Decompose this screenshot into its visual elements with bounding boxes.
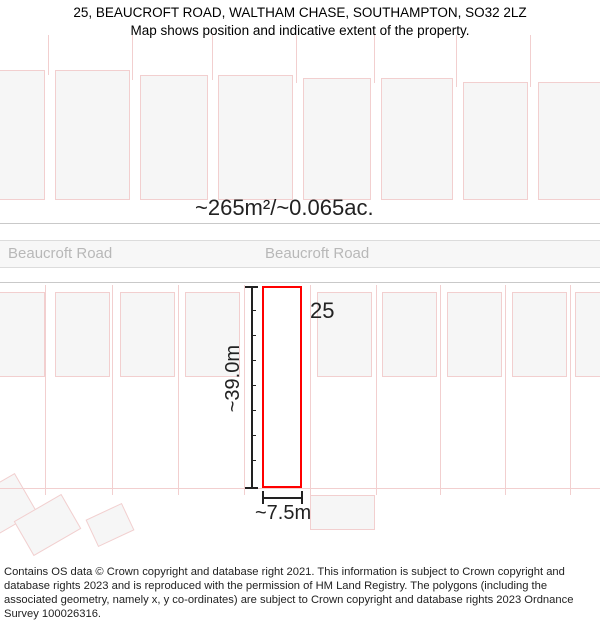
building-top (303, 78, 371, 200)
plot-boundary (132, 35, 133, 80)
v-tick (251, 360, 256, 361)
highlighted-property (262, 286, 302, 488)
v-measure-top-tick (245, 286, 258, 288)
building-top (0, 70, 45, 200)
plot-boundary (212, 35, 213, 80)
building-bottom (447, 292, 502, 377)
building-top (381, 78, 453, 200)
v-tick (251, 335, 256, 336)
subtitle-line: Map shows position and indicative extent… (0, 22, 600, 40)
plot-boundary (112, 285, 113, 495)
header: 25, BEAUCROFT ROAD, WALTHAM CHASE, SOUTH… (0, 0, 600, 39)
height-dimension-label: ~39.0m (222, 345, 245, 412)
road-label-right: Beaucroft Road (265, 245, 369, 262)
footer-copyright: Contains OS data © Crown copyright and d… (4, 565, 596, 621)
building-bottom (0, 292, 45, 377)
property-number: 25 (310, 298, 334, 324)
diag-building (86, 503, 135, 547)
v-measure-bot-tick (245, 487, 258, 489)
building-bottom (55, 292, 110, 377)
building-top (55, 70, 130, 200)
building-bottom (512, 292, 567, 377)
v-tick (251, 410, 256, 411)
plot-boundary (0, 488, 600, 489)
road-label-left: Beaucroft Road (8, 245, 112, 262)
plot-boundary (440, 285, 441, 495)
h-measure-bar (262, 497, 302, 499)
v-tick (251, 460, 256, 461)
building-bottom (382, 292, 437, 377)
v-tick (251, 310, 256, 311)
plot-boundary (456, 35, 457, 87)
address-line: 25, BEAUCROFT ROAD, WALTHAM CHASE, SOUTH… (0, 4, 600, 22)
area-label: ~265m²/~0.065ac. (195, 195, 374, 221)
plot-boundary (45, 285, 46, 495)
building-top (218, 75, 293, 200)
plot-boundary (296, 35, 297, 83)
plot-boundary (505, 285, 506, 495)
building-bottom (575, 292, 600, 377)
plot-boundary (530, 35, 531, 87)
building-top (463, 82, 528, 200)
v-tick (251, 385, 256, 386)
building-top (538, 82, 600, 200)
building-bottom (120, 292, 175, 377)
width-dimension-label: ~7.5m (255, 502, 311, 525)
plot-boundary (178, 285, 179, 495)
plot-boundary (374, 35, 375, 83)
plot-boundary (376, 285, 377, 495)
map-canvas: Beaucroft Road Beaucroft Road ~265m²/~0.… (0, 40, 600, 540)
plot-boundary (48, 35, 49, 75)
v-measure-bar (251, 286, 253, 488)
plot-boundary (570, 285, 571, 495)
v-tick (251, 435, 256, 436)
diag-building (310, 495, 375, 530)
building-top (140, 75, 208, 200)
